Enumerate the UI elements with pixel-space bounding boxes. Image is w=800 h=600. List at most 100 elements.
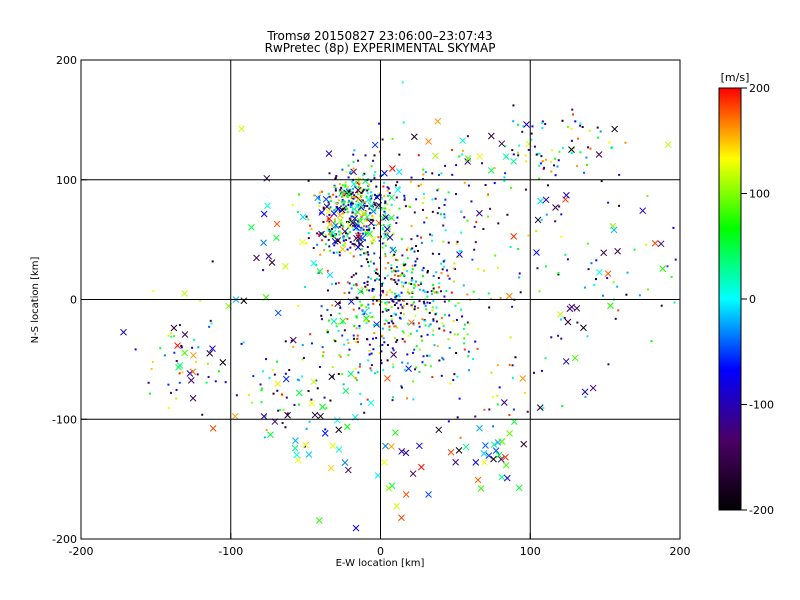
- data-point-x: [425, 491, 432, 498]
- data-point-dot: [428, 302, 431, 305]
- data-point-dot: [561, 405, 564, 408]
- data-point-dot: [498, 386, 501, 389]
- data-point-dot: [416, 249, 419, 252]
- data-point-x: [318, 230, 325, 238]
- data-point-dot: [440, 374, 443, 377]
- data-point-dot: [363, 172, 366, 175]
- data-point-dot: [544, 158, 547, 161]
- data-point-dot: [398, 153, 401, 156]
- data-point-dot: [369, 195, 372, 198]
- data-point-dot: [307, 237, 310, 240]
- data-point-dot: [320, 314, 323, 317]
- data-point-dot: [422, 300, 425, 303]
- data-point-dot: [526, 410, 529, 413]
- data-point-dot: [310, 342, 313, 345]
- data-point-dot: [542, 168, 545, 171]
- data-point-dot: [207, 375, 210, 378]
- data-point-dot: [373, 223, 376, 226]
- data-point-dot: [320, 305, 323, 308]
- data-point-x: [264, 202, 271, 210]
- data-point-dot: [426, 333, 429, 336]
- data-point-dot: [463, 348, 466, 351]
- data-point-x: [604, 270, 612, 277]
- data-point-dot: [452, 280, 455, 283]
- data-point-x: [411, 133, 418, 141]
- data-point-dot: [423, 197, 426, 200]
- data-point-dot: [401, 330, 404, 333]
- data-point-dot: [337, 372, 340, 375]
- data-point-dot: [321, 190, 324, 193]
- data-point-dot: [443, 300, 446, 303]
- data-point-dot: [366, 338, 369, 341]
- data-point-dot: [428, 354, 431, 357]
- data-point-dot: [359, 392, 362, 395]
- data-point-dot: [326, 227, 329, 230]
- data-point-dot: [351, 200, 354, 203]
- data-point-dot: [365, 195, 368, 198]
- data-point-dot: [496, 364, 499, 367]
- data-point-dot: [151, 360, 154, 363]
- data-point-dot: [348, 220, 351, 223]
- data-point-dot: [554, 220, 557, 223]
- data-point-dot: [496, 403, 499, 406]
- data-point-dot: [175, 388, 178, 391]
- data-point-dot: [543, 166, 546, 169]
- data-point-dot: [403, 198, 406, 201]
- data-point-dot: [291, 203, 294, 206]
- data-point-x: [343, 423, 351, 431]
- data-point-dot: [360, 286, 363, 289]
- data-point-dot: [382, 291, 385, 294]
- data-point-x: [351, 215, 359, 222]
- data-point-dot: [341, 227, 344, 230]
- data-point-dot: [342, 205, 345, 208]
- data-point-dot: [440, 262, 443, 265]
- data-point-dot: [524, 188, 527, 191]
- data-point-dot: [463, 216, 466, 219]
- data-point-dot: [504, 145, 507, 148]
- data-point-dot: [358, 242, 361, 245]
- data-point-dot: [365, 320, 368, 323]
- data-point-dot: [397, 294, 400, 297]
- data-point-dot: [476, 347, 479, 350]
- data-point-x: [384, 375, 391, 382]
- data-point-dot: [406, 270, 409, 273]
- data-point-dot: [333, 339, 336, 342]
- data-point-dot: [271, 368, 274, 371]
- x-tick-label: 200: [670, 545, 691, 558]
- data-point-dot: [595, 259, 598, 262]
- data-point-dot: [330, 196, 333, 199]
- data-point-dot: [366, 232, 369, 235]
- data-point-dot: [412, 398, 415, 401]
- data-point-x: [418, 463, 425, 471]
- data-point-dot: [329, 230, 332, 233]
- data-point-x: [305, 451, 313, 458]
- data-point-dot: [431, 198, 434, 201]
- data-point-dot: [436, 345, 439, 348]
- data-point-dot: [381, 138, 384, 141]
- data-point-dot: [378, 150, 381, 153]
- data-point-dot: [402, 331, 405, 334]
- data-point-dot: [410, 296, 413, 299]
- data-point-dot: [395, 258, 398, 261]
- data-point-dot: [429, 233, 432, 236]
- data-point-dot: [346, 196, 349, 199]
- data-point-dot: [378, 274, 381, 277]
- data-point-dot: [499, 296, 502, 299]
- data-point-dot: [443, 313, 446, 316]
- data-point-dot: [399, 274, 402, 277]
- data-point-dot: [340, 224, 343, 227]
- data-point-dot: [674, 258, 677, 261]
- data-point-dot: [395, 313, 398, 316]
- data-point-x: [362, 177, 369, 185]
- data-point-dot: [431, 172, 434, 175]
- data-point-x: [571, 354, 579, 362]
- data-point-dot: [409, 248, 412, 251]
- data-point-x: [357, 201, 364, 209]
- data-point-dot: [518, 272, 521, 275]
- data-point-dot: [355, 315, 358, 318]
- data-point-dot: [394, 325, 397, 328]
- data-point-dot: [363, 252, 366, 255]
- data-point-dot: [330, 227, 333, 230]
- data-point-dot: [373, 288, 376, 291]
- data-point-dot: [400, 285, 403, 288]
